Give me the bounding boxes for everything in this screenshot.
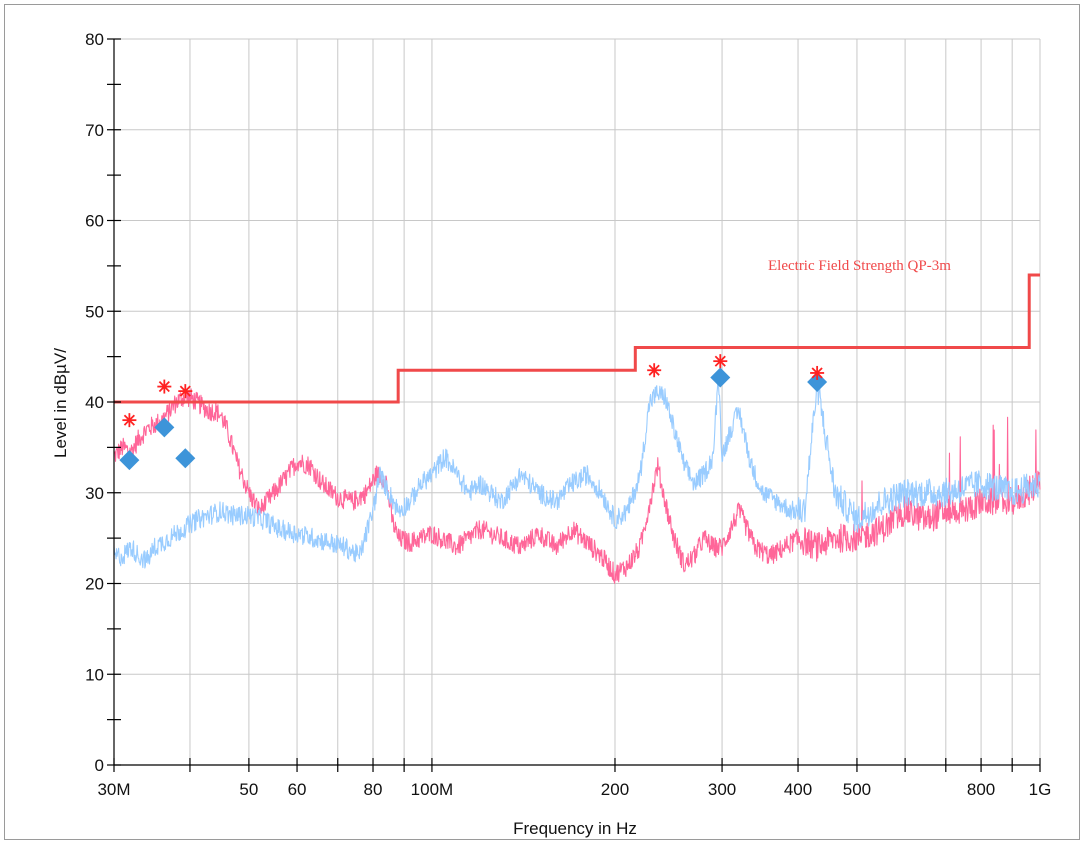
peak-asterisk-marker [810,365,825,380]
series-layer [113,372,1041,584]
y-tick-label: 40 [85,393,104,412]
x-tick-label: 500 [843,780,871,799]
peak-asterisk-marker [713,354,728,369]
chart-frame [4,4,1080,840]
qp-diamond-marker [119,450,140,471]
y-tick-label: 20 [85,575,104,594]
y-tick-label: 70 [85,121,104,140]
x-tick-label: 30M [97,780,130,799]
asterisk-stroke [714,355,726,367]
y-tick-label: 80 [85,30,104,49]
y-tick-label: 60 [85,212,104,231]
asterisk-stroke [158,380,170,393]
limit-line [114,273,1040,404]
x-tick-label: 800 [967,780,995,799]
asterisk-stroke [123,414,135,426]
qp-diamond-marker [710,367,731,388]
x-axis-label: Frequency in Hz [513,819,637,838]
marker-layer [119,354,828,471]
y-tick-label: 50 [85,302,104,321]
asterisk-stroke [179,385,191,397]
y-tick-label: 30 [85,484,104,503]
qp-diamond-marker [175,448,196,469]
asterisk-stroke [648,364,660,376]
series-line-2 [113,372,1041,569]
asterisk-stroke [811,367,823,379]
x-tick-label: 300 [708,780,736,799]
x-tick-label: 50 [239,780,258,799]
limit-layer [114,273,1040,404]
y-tick-label: 0 [95,756,104,775]
series-line-1 [113,388,1041,584]
peak-asterisk-marker [178,384,193,399]
qp-diamond-marker [154,417,175,438]
x-tick-label: 200 [601,780,629,799]
x-tick-label: 400 [784,780,812,799]
x-tick-label: 60 [288,780,307,799]
x-tick-label: 80 [364,780,383,799]
grid [114,38,1041,765]
peak-asterisk-marker [122,413,137,428]
y-axis-label: Level in dBµV/ [51,348,70,458]
axes: 0 10 20 30 40 50 60 70 80 30M 50 60 80 100M 200 300 400 5… [85,30,1051,799]
y-tick-label: 10 [85,665,104,684]
peak-asterisk-marker [157,379,172,394]
x-tick-label: 1G [1029,780,1052,799]
peak-asterisk-marker [647,363,662,378]
limit-label: Electric Field Strength QP-3m [768,258,951,274]
x-tick-label: 100M [411,780,454,799]
